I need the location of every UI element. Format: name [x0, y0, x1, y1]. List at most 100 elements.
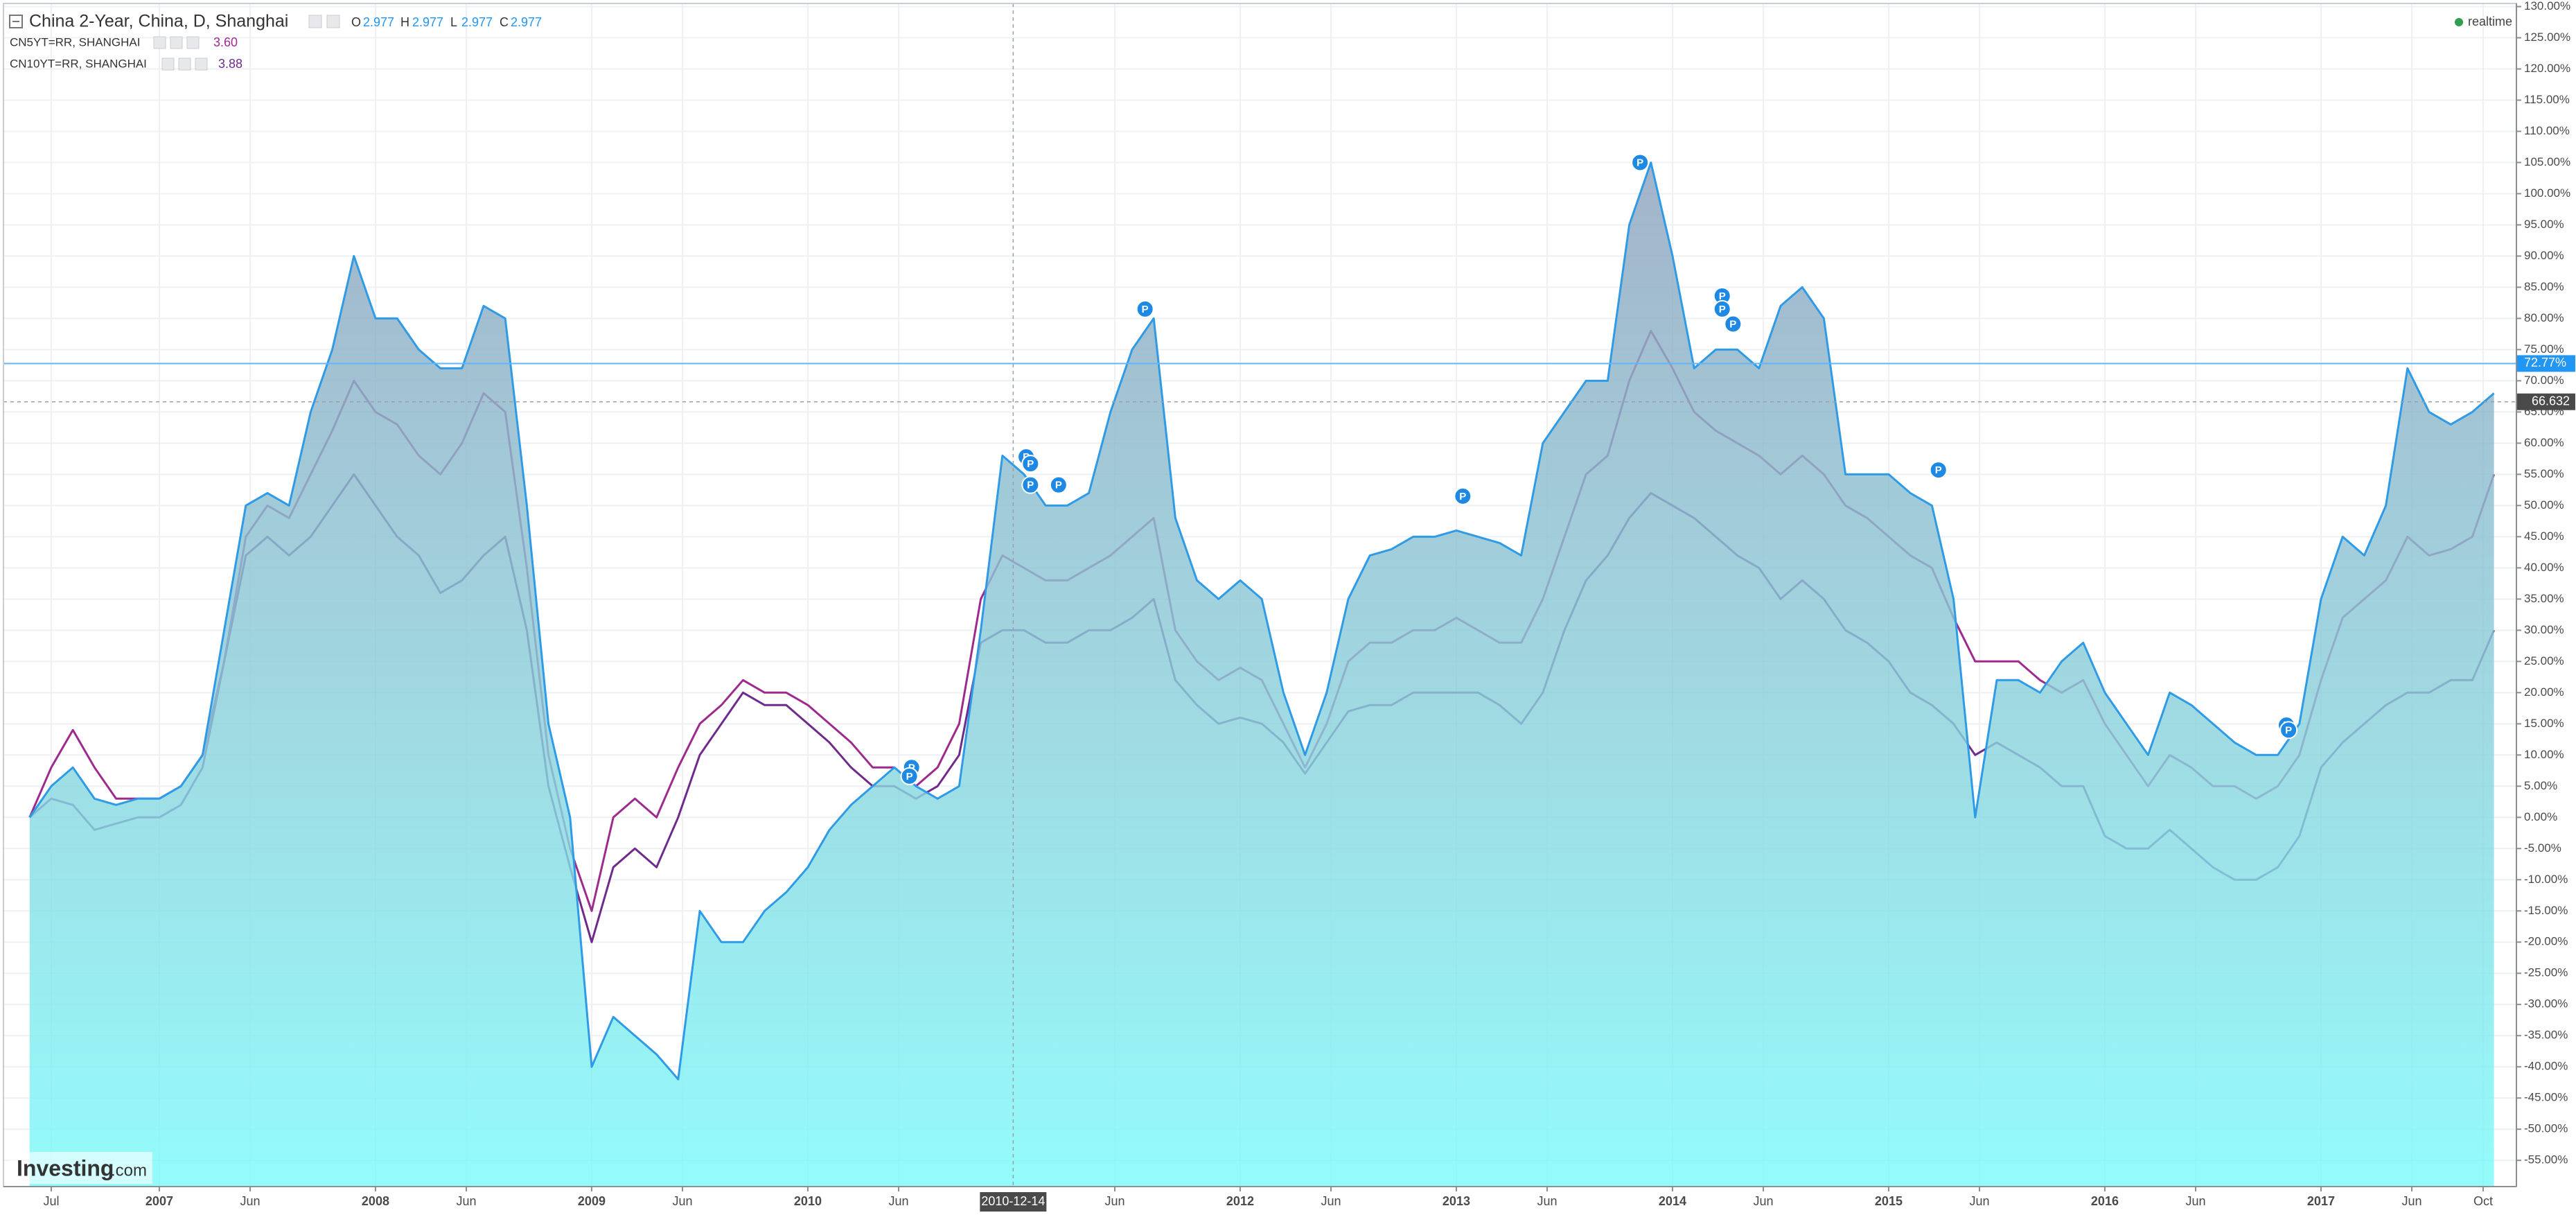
y-tick-label: 20.00% [2524, 685, 2564, 699]
icon[interactable] [195, 58, 208, 71]
icon[interactable] [170, 36, 183, 49]
x-tick-label: 2007 [145, 1194, 173, 1208]
logo-name: Investing [17, 1155, 114, 1180]
icon[interactable] [186, 36, 200, 49]
marker [1454, 487, 1472, 505]
y-tick-label: 5.00% [2524, 779, 2557, 792]
logo-suffix: .com [111, 1161, 147, 1180]
marker [2279, 721, 2298, 740]
icon[interactable] [326, 15, 340, 28]
y-tick-label: -15.00% [2524, 904, 2568, 917]
legend: China 2-Year, China, D, Shanghai O 2.977… [9, 12, 2512, 71]
ohlc-label: H [400, 15, 409, 29]
x-tick-label: 2008 [362, 1194, 389, 1208]
ohlc-label: O [351, 15, 361, 29]
y-tick-label: 0.00% [2524, 810, 2557, 823]
y-tick-label: 50.00% [2524, 498, 2564, 512]
marker-label: P [1719, 304, 1726, 315]
y-tick-label: 130.00% [2524, 0, 2570, 12]
x-tick-label: 2015 [1875, 1194, 1903, 1208]
y-tick-label: 55.00% [2524, 467, 2564, 480]
crosshair-y-box [2517, 393, 2575, 410]
x-tick-label: Jun [1321, 1194, 1341, 1208]
y-tick-label: 25.00% [2524, 654, 2564, 667]
ohlc-value: 2.977 [511, 15, 542, 29]
y-tick-label: 120.00% [2524, 62, 2570, 75]
y-tick-label: 85.00% [2524, 280, 2564, 293]
marker-label: P [1027, 480, 1034, 491]
collapse-icon[interactable] [9, 15, 23, 28]
series-last-value: 3.60 [213, 35, 238, 49]
status-dot [2455, 18, 2463, 26]
y-tick-label: 60.00% [2524, 436, 2564, 449]
x-tick-label: 2014 [1659, 1194, 1686, 1208]
y-tick-label: -35.00% [2524, 1029, 2568, 1042]
icon[interactable] [178, 58, 191, 71]
marker-label: P [1142, 304, 1149, 315]
y-tick-label: 110.00% [2524, 124, 2570, 137]
logo: Investing .com [10, 1152, 152, 1184]
y-tick-label: 90.00% [2524, 249, 2564, 262]
main-series-title: China 2-Year, China, D, Shanghai [29, 12, 288, 31]
icon[interactable] [153, 36, 166, 49]
x-tick-label: Jun [888, 1194, 908, 1208]
y-tick-label: 45.00% [2524, 530, 2564, 543]
marker-label: P [2285, 724, 2292, 736]
y-tick-label: -45.00% [2524, 1091, 2568, 1104]
x-tick-label: Jun [1753, 1194, 1773, 1208]
x-tick-label: 2016 [2091, 1194, 2119, 1208]
status: realtime [2468, 15, 2512, 28]
y-tick-label: -25.00% [2524, 966, 2568, 979]
marker-label: P [1935, 464, 1942, 476]
x-tick-label: Jun [456, 1194, 476, 1208]
y-tick-label: 40.00% [2524, 561, 2564, 574]
x-tick-label: Jun [1537, 1194, 1557, 1208]
crosshair-x-label: 2010-12-14 [981, 1194, 1045, 1208]
x-tick-label: 2013 [1443, 1194, 1470, 1208]
y-tick-label: 105.00% [2524, 155, 2570, 168]
marker-label: P [906, 771, 913, 783]
crosshair-y-label: 66.632 [2532, 394, 2570, 408]
y-tick-label: 115.00% [2524, 93, 2570, 106]
y-tick-label: -30.00% [2524, 997, 2568, 1011]
y-tick-label: -50.00% [2524, 1122, 2568, 1135]
marker [1929, 461, 1948, 480]
marker-label: P [1055, 480, 1062, 491]
marker [1713, 299, 1731, 318]
y-tick-label: 80.00% [2524, 311, 2564, 324]
x-tick-label: Jun [1969, 1194, 1989, 1208]
x-tick-label: Jul [43, 1194, 59, 1208]
ohlc-label: C [500, 15, 509, 29]
series-name: CN5YT=RR, SHANGHAI [10, 35, 140, 49]
marker [1136, 299, 1154, 318]
ohlc-value: 2.977 [363, 15, 394, 29]
y-tick-label: 30.00% [2524, 623, 2564, 636]
y-tick-label: -5.00% [2524, 841, 2561, 855]
x-tick-label: Jun [1104, 1194, 1124, 1208]
series-last-value: 3.88 [218, 57, 242, 71]
marker [1021, 475, 1040, 494]
y-tick-label: 70.00% [2524, 374, 2564, 387]
marker-label: P [1729, 318, 1736, 330]
y-tick-label: -40.00% [2524, 1060, 2568, 1073]
x-tick-label: Jun [2401, 1194, 2421, 1208]
marker-label: P [1027, 458, 1034, 470]
y-tick-label: 100.00% [2524, 186, 2570, 200]
series-area [29, 162, 2494, 1187]
crosshair-x-box [980, 1192, 1047, 1212]
icon[interactable] [308, 15, 322, 28]
y-tick-label: 35.00% [2524, 592, 2564, 605]
ohlc-value: 2.977 [461, 15, 493, 29]
marker-label: P [1719, 290, 1726, 302]
x-tick-label: Oct [2473, 1194, 2493, 1208]
last-value-label: 72.77% [2524, 356, 2566, 369]
marker [1631, 153, 1650, 172]
y-tick-label: 75.00% [2524, 342, 2564, 356]
y-tick-label: 15.00% [2524, 717, 2564, 730]
last-value-box [2517, 355, 2575, 372]
y-tick-label: 10.00% [2524, 748, 2564, 761]
y-tick-label: 125.00% [2524, 30, 2570, 44]
marker [1049, 475, 1068, 494]
icon[interactable] [161, 58, 175, 71]
x-tick-label: Jun [672, 1194, 692, 1208]
